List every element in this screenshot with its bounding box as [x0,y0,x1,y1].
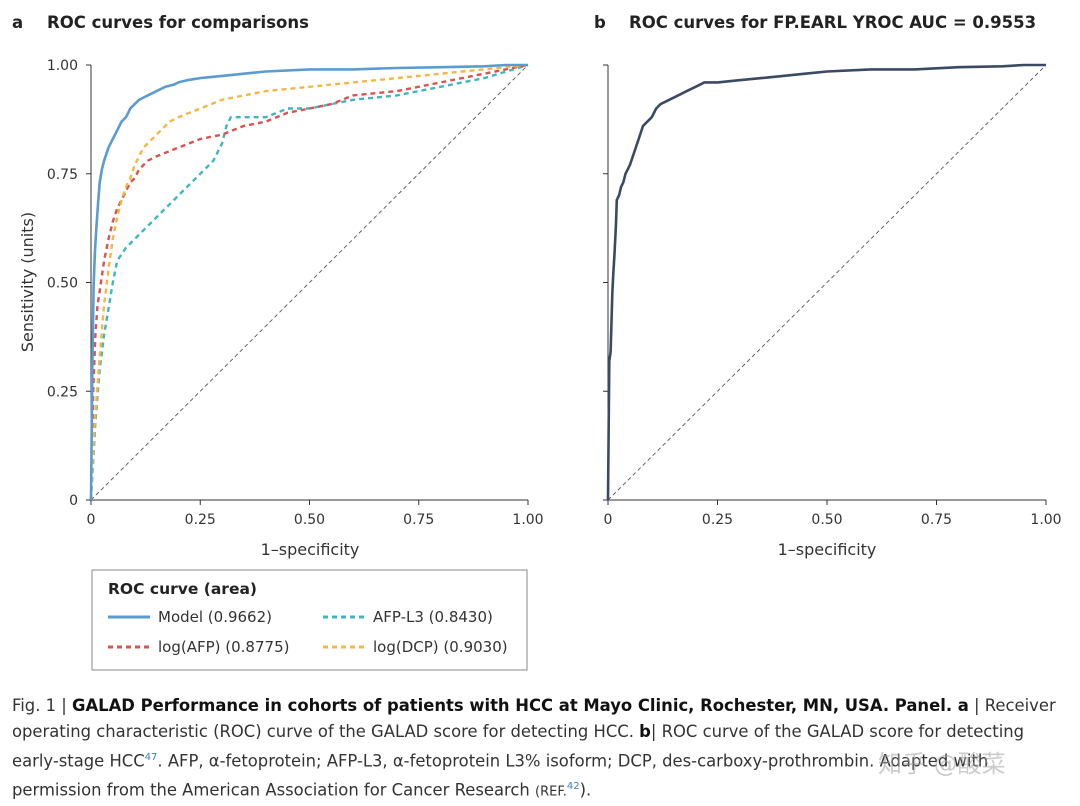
panel-a-series [89,63,529,501]
legend-label-log-afp: log(AFP) (0.8775) [158,638,289,656]
panel-a-y-tick-label: 0.25 [47,384,78,400]
panel-a-series-line-1 [89,63,529,501]
caption-part-c: . AFP, α-fetoprotein; AFP-L3, α-fetoprot… [12,751,989,800]
panel-b-letter: b [594,13,606,32]
panel-b-series [606,63,1046,501]
figure-caption: Fig. 1 | GALAD Performance in cohorts of… [12,693,1072,806]
panel-a-title: ROC curves for comparisons [47,13,309,32]
panel-b-axes: 0 0.25 0.50 0.75 1.00 [603,64,1062,528]
caption-bold-title: GALAD Performance in cohorts of patients… [72,696,969,715]
panel-a-ylabel: Sensitivity (units) [18,212,37,352]
panel-b-x-tick-label: 0.50 [811,512,842,528]
caption-part-a: | Receiver operating characteristic (ROC… [12,696,1056,741]
panel-a-letter: a [12,13,23,32]
panel-a-x-tick-label: 0.25 [185,512,216,528]
legend-label-log-dcp: log(DCP) (0.9030) [373,638,508,656]
caption-ref-42[interactable]: 42 [566,781,580,793]
panel-a-series-line-0 [89,63,528,501]
caption-b-label: b [639,722,651,741]
caption-fig-label: Fig. 1 | [12,696,67,715]
panel-a-xlabel: 1–specificity [261,540,360,559]
panel-a: a ROC curves for comparisons Sensitivity… [12,13,544,671]
panel-b-x-tick-label: 1.00 [1030,512,1061,528]
panel-a-y-tick-label: 1.00 [47,58,78,74]
panel-b-diagonal-reference [607,64,1047,501]
panel-b-x-tick-label: 0.25 [702,512,733,528]
panel-a-x-tick-label: 0 [87,512,96,528]
panel-a-x-tick-label: 1.00 [512,512,543,528]
panel-b-xlabel: 1–specificity [778,540,877,559]
legend-title: ROC curve (area) [108,580,257,598]
legend-box [91,569,528,671]
panel-a-axes: 0 0.25 0.50 0.75 1.00 0 0.25 0.50 0.75 1.00 [47,58,544,528]
panel-a-y-tick-label: 0.75 [47,167,78,183]
panel-b-series-line-0 [606,63,1046,501]
watermark: 知乎 @酸菜 [878,750,1006,778]
caption-ref-close: ). [579,780,592,800]
panel-a-x-tick-label: 0.50 [294,512,325,528]
figure: .tick-label { font-family: "DejaVu Sans"… [12,13,1062,671]
legend: ROC curve (area) Model (0.9662) AFP-L3 (… [91,569,528,671]
panel-a-series-line-2 [89,63,529,501]
panel-b-title: ROC curves for FP.EARL YROC AUC = 0.9553 [629,13,1036,32]
panel-b: b ROC curves for FP.EARL YROC AUC = 0.95… [594,13,1062,559]
panel-a-y-tick-label: 0 [69,493,78,509]
legend-label-afp-l3: AFP-L3 (0.8430) [373,608,493,626]
caption-part-b: | ROC curve of the GALAD score for detec… [12,722,1025,771]
legend-label-model: Model (0.9662) [158,608,272,626]
panel-b-x-tick-label: 0.75 [921,512,952,528]
caption-ref-text: (REF. [535,784,567,800]
panel-b-x-tick-label: 0 [604,512,613,528]
panel-a-x-tick-label: 0.75 [403,512,434,528]
panel-a-diagonal-reference [90,64,529,501]
panel-a-y-tick-label: 0.50 [47,276,78,292]
caption-ref-47[interactable]: 47 [144,752,158,763]
